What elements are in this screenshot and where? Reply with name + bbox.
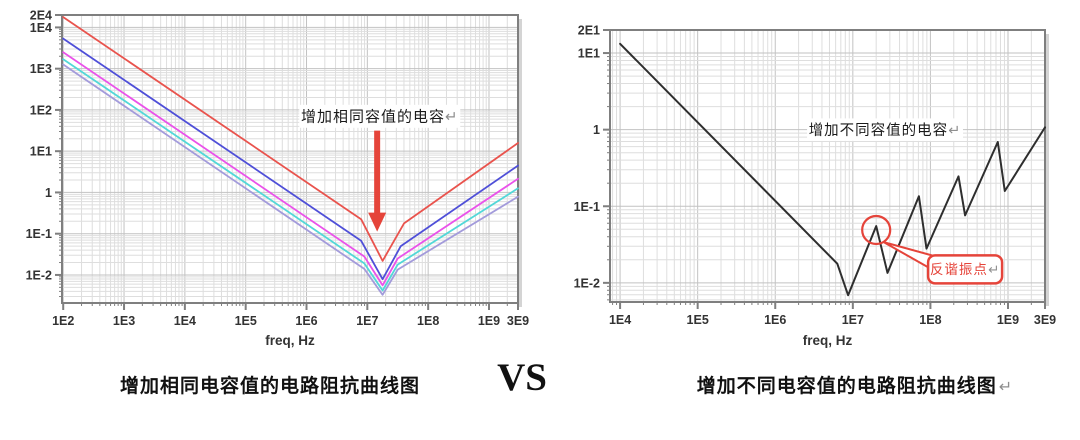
x-tick-label: 1E7 — [842, 313, 864, 327]
series-cap-curve-3 — [62, 51, 519, 287]
y-tick-label: 2E1 — [578, 23, 600, 37]
svg-text:增加不同容值的电容↵: 增加不同容值的电容↵ — [809, 122, 962, 139]
left-chart-caption: 增加相同电容值的电路阻抗曲线图 — [119, 376, 420, 397]
series-cap-curve-1 — [62, 16, 519, 262]
plot-frame — [61, 14, 519, 304]
y-tick-label: 1E-1 — [574, 200, 600, 214]
down-arrow — [368, 130, 387, 232]
x-tick-label: 1E3 — [113, 314, 135, 328]
y-tick-label: 1 — [593, 123, 600, 137]
series-group — [62, 16, 519, 296]
return-mark-icon: ↵ — [998, 379, 1014, 396]
axes: 1E2 1E3 1E4 1E5 1E6 1E7 1E8 1E9 3E92E41E41E31E21… — [26, 8, 530, 348]
x-axis-label: freq, Hz — [803, 333, 853, 348]
svg-text:增加相同容值的电容↵: 增加相同容值的电容↵ — [301, 109, 459, 126]
plot-frame — [609, 29, 1046, 303]
x-axis-label: freq, Hz — [265, 333, 315, 348]
y-tick-label: 1E4 — [30, 21, 52, 35]
vs-label: VS — [497, 356, 547, 399]
y-tick-label: 1 — [45, 186, 52, 200]
y-tick-label: 1E-2 — [574, 276, 600, 290]
x-tick-label: 1E9 — [997, 313, 1019, 327]
series-multi-value-cap-curve — [619, 42, 1046, 297]
anti-resonance-callout: 反谐振点↵ — [882, 241, 1004, 285]
series-cap-curve-5 — [62, 63, 519, 296]
x-tick-label: 1E2 — [52, 314, 74, 328]
grid — [607, 30, 1045, 305]
y-tick-label: 1E1 — [30, 145, 52, 159]
x-tick-label: 1E5 — [235, 314, 257, 328]
anti-resonance-circle — [861, 214, 892, 246]
series-group — [619, 42, 1046, 297]
series-cap-curve-4 — [62, 58, 519, 292]
x-tick-label: 1E4 — [609, 313, 631, 327]
right-chart-caption: 增加不同电容值的电路阻抗曲线图 ↵ — [650, 371, 1060, 398]
x-tick-label: 1E6 — [295, 314, 317, 328]
x-tick-label: 1E8 — [919, 313, 941, 327]
x-tick-label: 1E5 — [687, 313, 709, 327]
grid — [59, 15, 518, 306]
y-tick-label: 1E-1 — [26, 227, 52, 241]
x-tick-label: 3E9 — [507, 314, 529, 328]
x-tick-label: 1E4 — [174, 314, 196, 328]
x-tick-label: 1E6 — [764, 313, 786, 327]
y-tick-label: 2E4 — [30, 8, 52, 22]
x-tick-label: 1E7 — [356, 314, 378, 328]
x-tick-label: 1E8 — [417, 314, 439, 328]
y-tick-label: 1E2 — [30, 103, 52, 117]
y-tick-label: 1E3 — [30, 62, 52, 76]
same-capacitance-note: 增加相同容值的电容↵ — [299, 104, 461, 128]
svg-text:反谐振点↵: 反谐振点↵ — [930, 262, 1000, 277]
different-capacitance-note: 增加不同容值的电容↵ — [807, 118, 963, 141]
x-tick-label: 1E9 — [478, 314, 500, 328]
same-capacitance-impedance-chart: 1E2 1E3 1E4 1E5 1E6 1E7 1E8 1E9 3E92E41E41E31E21… — [26, 8, 530, 348]
right-chart-caption-text: 增加不同电容值的电路阻抗曲线图 — [696, 376, 997, 397]
series-cap-curve-2 — [62, 37, 519, 281]
x-tick-label: 3E9 — [1034, 313, 1056, 327]
different-capacitance-impedance-chart: 1E4 1E5 1E6 1E7 1E8 1E9 3E9 2E1 1E1 1 1E-1 1E-2 freq… — [574, 23, 1057, 348]
y-tick-label: 1E1 — [578, 47, 600, 61]
axes: 1E4 1E5 1E6 1E7 1E8 1E9 3E9 2E1 1E1 1 1E-1 1E-2 freq… — [574, 23, 1057, 348]
y-tick-label: 1E-2 — [26, 268, 52, 282]
